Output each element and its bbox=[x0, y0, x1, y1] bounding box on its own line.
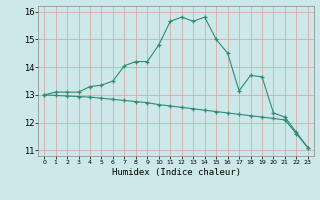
X-axis label: Humidex (Indice chaleur): Humidex (Indice chaleur) bbox=[111, 168, 241, 177]
